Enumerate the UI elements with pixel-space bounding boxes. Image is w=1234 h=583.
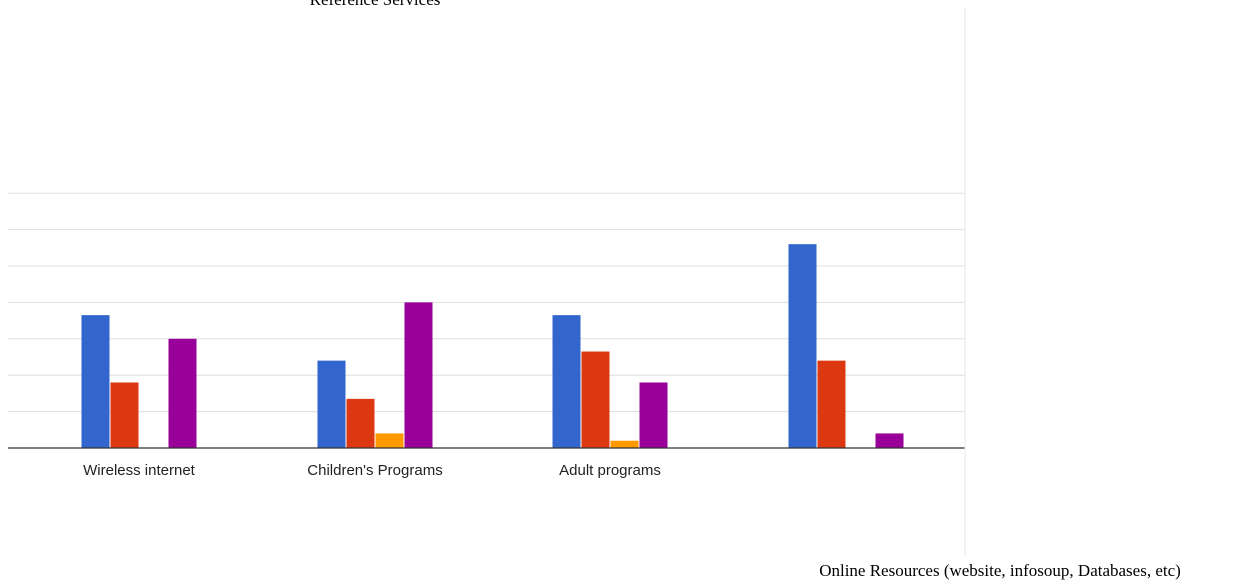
x-tick-label-0: Wireless internet — [83, 462, 196, 479]
bar-series-1-group-0 — [110, 382, 139, 448]
bar-series-1-group-2 — [581, 351, 610, 448]
bar-series-0-group-3 — [788, 244, 817, 448]
gridlines — [8, 192, 965, 413]
bar-series-3-group-2 — [639, 382, 668, 448]
bar-series-3-group-0 — [168, 338, 197, 448]
x-tick-label-2: Adult programs — [559, 462, 661, 479]
category-label-online-resources: Online Resources (website, infosoup, Dat… — [819, 561, 1181, 580]
bar-series-2-group-1 — [375, 433, 404, 448]
bars — [81, 244, 904, 448]
bar-series-3-group-1 — [404, 302, 433, 448]
bar-series-0-group-1 — [317, 360, 346, 448]
bar-series-0-group-2 — [552, 315, 581, 448]
bar-series-0-group-0 — [81, 315, 110, 448]
bar-series-1-group-1 — [346, 398, 375, 448]
x-tick-label-1: Children's Programs — [307, 462, 442, 479]
bar-series-2-group-2 — [610, 440, 639, 448]
category-label-reference-services: Reference Services — [310, 0, 441, 9]
bar-series-1-group-3 — [817, 360, 846, 448]
bar-series-3-group-3 — [875, 433, 904, 448]
x-tick-labels: Wireless internet Children's Programs Ad… — [83, 462, 661, 479]
